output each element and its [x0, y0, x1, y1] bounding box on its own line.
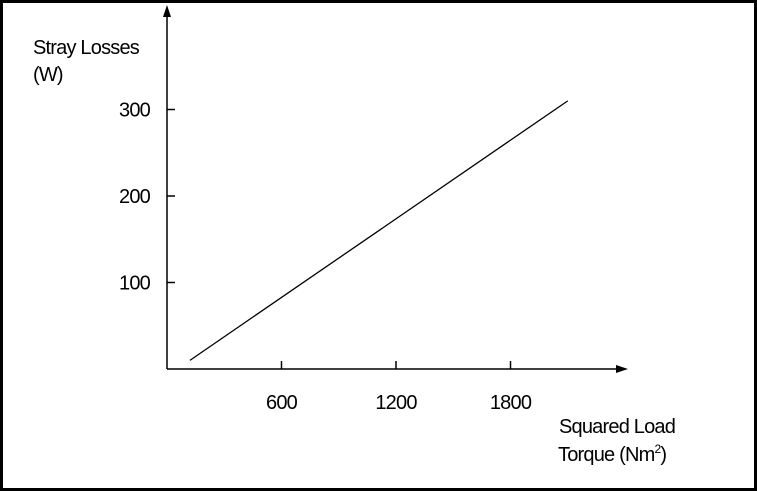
y-axis-arrowhead	[163, 5, 171, 17]
y-ticks: 100 200 300	[119, 100, 175, 295]
x-ticks: 600 1200 1800	[266, 361, 533, 414]
x-tick-label: 1200	[375, 392, 417, 414]
y-axis-label-line1: Stray Losses	[33, 37, 140, 59]
series	[189, 100, 569, 361]
x-tick-label: 1800	[490, 392, 532, 414]
x-axis-label-line2: Torque (Nm2)	[558, 442, 666, 466]
y-tick-label: 100	[119, 273, 151, 295]
y-tick-label: 200	[119, 186, 151, 208]
x-axis-arrowhead	[616, 365, 628, 373]
y-tick-label: 300	[119, 100, 151, 122]
x-axis-label-base: Torque (Nm	[558, 444, 655, 466]
y-axis-label-line2: (W)	[33, 64, 63, 86]
x-tick-label: 600	[266, 392, 298, 414]
series-line	[189, 100, 569, 361]
x-axis-label-line1: Squared Load	[559, 416, 675, 438]
x-axis-label-superscript: 2	[654, 442, 661, 456]
x-axis-label-close: )	[660, 444, 666, 466]
axes	[163, 5, 628, 373]
